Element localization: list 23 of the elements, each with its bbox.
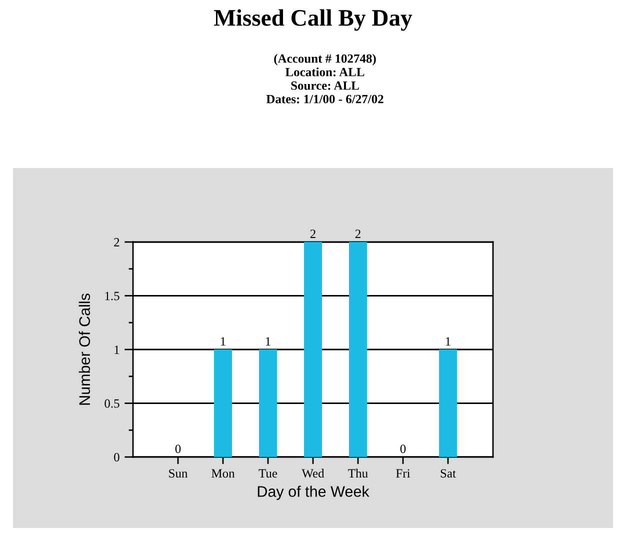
y-axis-title: Number Of Calls bbox=[78, 294, 90, 405]
x-tick-label: Fri bbox=[396, 469, 410, 478]
x-axis-title: Day of the Week bbox=[258, 486, 370, 500]
y-tick-label: 1.5 bbox=[105, 292, 120, 300]
y-tick-label: 1 bbox=[114, 346, 120, 354]
y-tick-label: 0.5 bbox=[104, 399, 120, 408]
data-label: 1 bbox=[446, 337, 450, 346]
data-label: 0 bbox=[400, 444, 406, 454]
data-label: 2 bbox=[310, 230, 316, 238]
x-tick-label: Wed bbox=[302, 468, 324, 478]
x-tick-label: Thu bbox=[348, 468, 368, 478]
x-tick-label: Tue bbox=[258, 469, 278, 478]
x-tick-label: Mon bbox=[212, 469, 235, 478]
x-tick-label: Sat bbox=[440, 469, 456, 478]
chart-title: Missed Call By Day bbox=[214, 9, 412, 31]
y-tick-label: 0 bbox=[114, 453, 120, 462]
data-label: 0 bbox=[175, 444, 181, 454]
data-label: 2 bbox=[355, 230, 360, 238]
y-tick-label: 2 bbox=[114, 238, 120, 246]
data-label: 1 bbox=[220, 337, 226, 346]
x-tick-label: Sun bbox=[169, 469, 188, 478]
chart-subtitle: (Account # 102748) Location: ALL Source: ALL Dates: 1/1/00 - 6/27/02 bbox=[266, 54, 384, 104]
data-label: 1 bbox=[266, 337, 270, 346]
